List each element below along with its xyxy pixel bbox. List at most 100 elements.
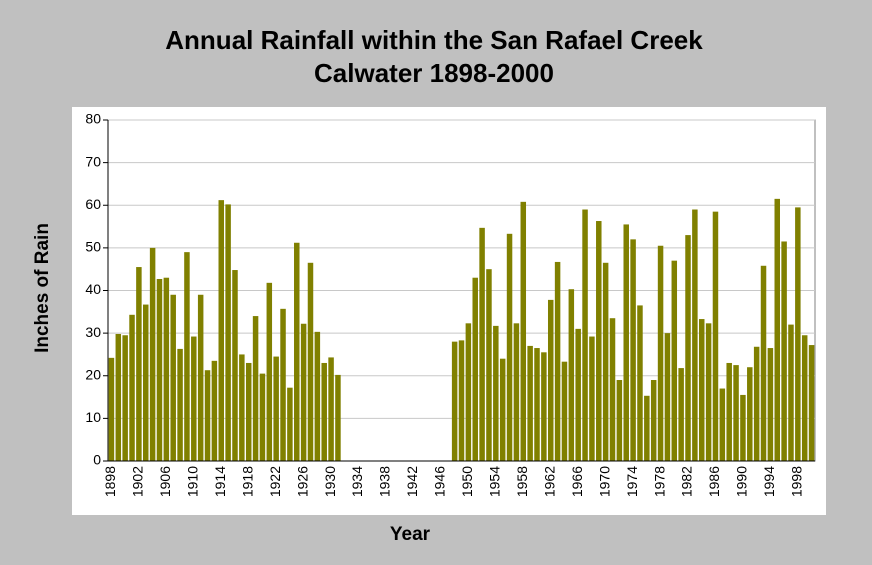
- x-tick-label: 1994: [761, 466, 777, 497]
- bar: [547, 299, 554, 461]
- bar: [239, 354, 245, 461]
- bar: [252, 316, 259, 461]
- bar: [609, 318, 616, 461]
- bar: [650, 380, 657, 461]
- bar: [712, 211, 719, 461]
- x-tick-label: 1922: [267, 466, 283, 497]
- bar: [115, 333, 122, 461]
- x-tick-label: 1910: [185, 466, 201, 497]
- bar: [671, 260, 678, 461]
- bar: [499, 358, 506, 461]
- bar: [630, 239, 636, 461]
- bar: [602, 262, 609, 461]
- bar: [156, 278, 163, 461]
- bar: [204, 370, 211, 461]
- bar: [280, 308, 286, 461]
- bar: [767, 348, 774, 461]
- bar: [795, 207, 801, 461]
- bar: [637, 305, 643, 461]
- bar: [493, 325, 499, 461]
- bar: [554, 261, 561, 461]
- bar: [108, 357, 115, 461]
- bar: [328, 357, 334, 461]
- chart-subtitle: Calwater 1898-2000: [314, 58, 554, 88]
- bar: [129, 314, 135, 461]
- x-tick-label: 1986: [706, 466, 722, 497]
- y-tick-label: 50: [85, 239, 101, 255]
- bar: [747, 367, 753, 461]
- bar: [644, 395, 650, 461]
- x-tick-label: 1962: [541, 466, 557, 497]
- bar: [596, 221, 602, 461]
- y-tick-label: 20: [85, 366, 101, 382]
- bar: [486, 269, 492, 461]
- bar: [705, 323, 712, 461]
- bar: [506, 233, 513, 461]
- bar: [300, 323, 307, 461]
- y-tick-label: 10: [85, 409, 101, 425]
- bar: [245, 362, 252, 461]
- bar: [307, 262, 314, 461]
- bar: [582, 209, 588, 461]
- bar: [232, 270, 238, 461]
- y-axis-label: Inches of Rain: [32, 223, 53, 353]
- bar: [294, 242, 300, 461]
- bar: [589, 336, 595, 461]
- x-tick-label: 1982: [679, 466, 695, 497]
- bar: [726, 362, 732, 461]
- bar: [273, 356, 279, 461]
- bar: [760, 265, 767, 461]
- bar: [191, 336, 197, 461]
- bar: [479, 227, 485, 461]
- bar: [568, 289, 575, 461]
- bar: [287, 387, 293, 461]
- bar: [753, 346, 760, 461]
- x-tick-label: 1930: [322, 466, 338, 497]
- bar: [657, 245, 664, 461]
- bar: [664, 333, 671, 461]
- bar: [458, 340, 465, 461]
- x-tick-label: 1954: [487, 466, 503, 497]
- bar: [781, 241, 787, 461]
- bar: [184, 252, 190, 461]
- x-tick-label: 1946: [432, 466, 448, 497]
- bar: [513, 323, 520, 461]
- bar: [122, 335, 128, 461]
- chart-title: Annual Rainfall within the San Rafael Cr…: [165, 25, 703, 55]
- x-tick-label: 1914: [212, 466, 228, 497]
- y-tick-label: 70: [85, 153, 101, 169]
- y-tick-label: 30: [85, 324, 101, 340]
- bar: [534, 348, 540, 461]
- bar: [451, 341, 458, 461]
- x-tick-label: 1926: [294, 466, 310, 497]
- x-tick-label: 1902: [130, 466, 146, 497]
- bar: [698, 319, 705, 461]
- bar: [163, 277, 170, 461]
- bar: [788, 324, 794, 461]
- x-tick-label: 1918: [239, 466, 255, 497]
- x-tick-label: 1978: [651, 466, 667, 497]
- bar: [808, 345, 815, 461]
- bar: [218, 200, 225, 461]
- bar: [541, 352, 547, 461]
- x-tick-label: 1906: [157, 466, 173, 497]
- bar: [692, 209, 698, 461]
- bar: [321, 362, 327, 461]
- x-tick-label: 1950: [459, 466, 475, 497]
- bar: [678, 368, 684, 461]
- bar: [177, 348, 183, 461]
- y-tick-label: 60: [85, 196, 101, 212]
- bar: [170, 294, 176, 461]
- x-tick-label: 1998: [789, 466, 805, 497]
- x-tick-label: 1958: [514, 466, 530, 497]
- bar: [335, 374, 341, 461]
- bar: [527, 345, 533, 461]
- x-tick-label: 1970: [596, 466, 612, 497]
- bar: [774, 198, 780, 461]
- bar: [266, 282, 273, 461]
- bar: [520, 201, 527, 461]
- bar: [314, 331, 321, 461]
- bar: [623, 224, 629, 461]
- bar: [685, 235, 691, 461]
